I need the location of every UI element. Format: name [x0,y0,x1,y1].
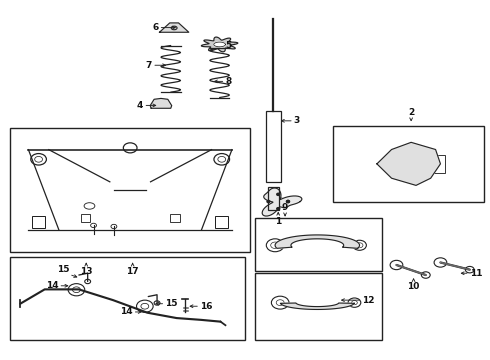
Bar [10,257,245,339]
Text: 1: 1 [275,217,281,226]
Text: 10: 10 [407,282,420,291]
Bar [266,111,281,182]
Text: 12: 12 [362,296,375,305]
Text: 11: 11 [470,269,482,278]
Bar [10,128,250,252]
Bar [431,155,445,173]
Circle shape [267,201,270,203]
Bar [268,188,279,211]
Polygon shape [214,42,225,47]
Bar [170,215,180,222]
Bar [255,273,382,339]
Text: 2: 2 [408,108,414,117]
Text: 17: 17 [126,267,139,276]
Polygon shape [275,235,360,248]
Polygon shape [159,23,189,32]
Text: 5: 5 [225,41,232,50]
Text: 14: 14 [46,281,58,290]
Text: 8: 8 [225,77,232,86]
Polygon shape [201,37,238,52]
Polygon shape [377,142,441,185]
Polygon shape [262,188,302,216]
Text: 7: 7 [146,61,152,70]
Text: 14: 14 [120,307,133,316]
Bar [333,126,485,202]
Text: 4: 4 [137,101,144,110]
Circle shape [277,193,280,195]
Circle shape [277,208,280,210]
Text: 6: 6 [152,23,159,32]
Text: 16: 16 [200,302,213,311]
Text: 15: 15 [57,265,69,274]
Polygon shape [150,98,172,108]
Text: 3: 3 [294,116,300,125]
Polygon shape [280,303,354,310]
Bar [32,216,45,229]
Text: 15: 15 [165,299,178,308]
Text: 13: 13 [80,267,93,276]
Bar [216,216,228,229]
Bar [255,218,382,271]
Circle shape [287,201,290,203]
Circle shape [287,201,290,203]
Bar [80,215,90,222]
Text: 9: 9 [282,203,288,212]
